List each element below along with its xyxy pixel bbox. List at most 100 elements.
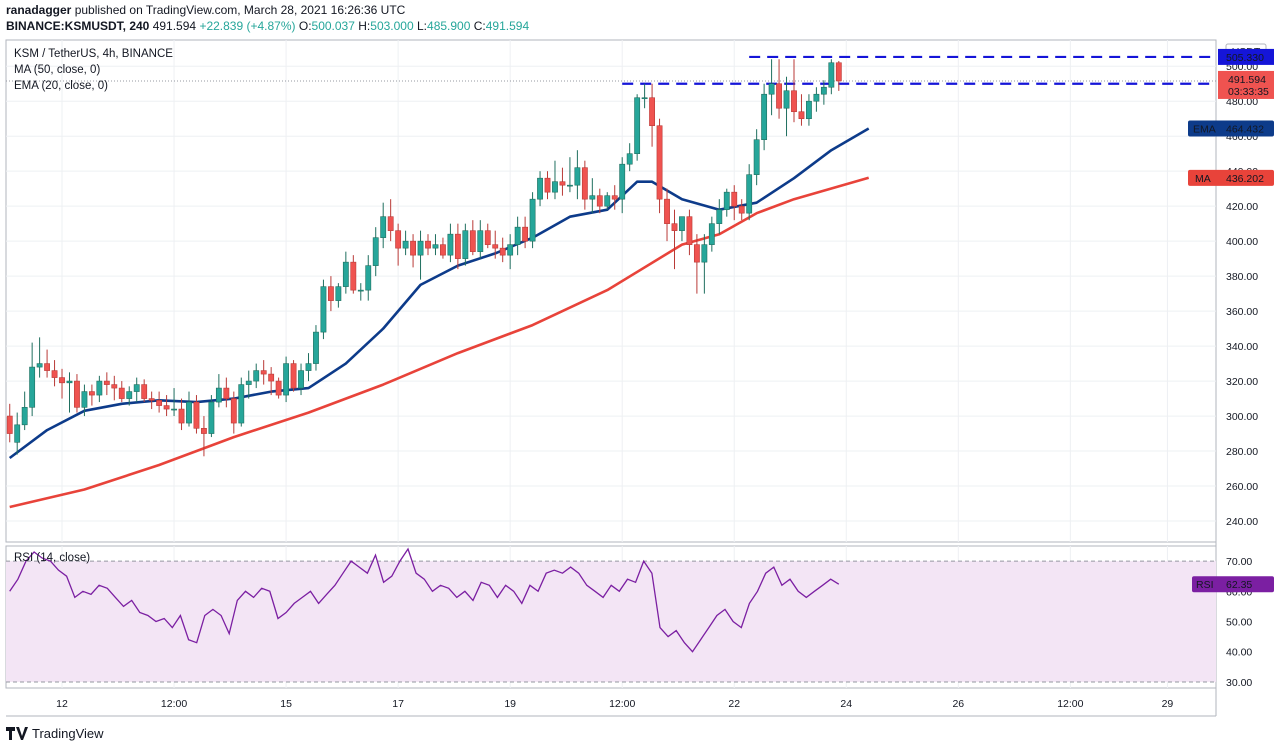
candle[interactable] bbox=[208, 401, 215, 434]
candle[interactable] bbox=[820, 86, 827, 95]
candle[interactable] bbox=[88, 391, 95, 396]
candle[interactable] bbox=[275, 380, 282, 396]
candle[interactable] bbox=[335, 286, 342, 301]
candle[interactable] bbox=[469, 230, 476, 252]
candle[interactable] bbox=[141, 384, 148, 399]
candle[interactable] bbox=[51, 370, 58, 378]
candle[interactable] bbox=[402, 240, 409, 249]
candle[interactable] bbox=[417, 240, 424, 256]
candle[interactable] bbox=[320, 286, 327, 333]
candle[interactable] bbox=[29, 366, 36, 408]
candle[interactable] bbox=[484, 230, 491, 245]
tradingview-logo[interactable]: TradingView bbox=[6, 726, 104, 741]
candle[interactable] bbox=[783, 90, 790, 109]
candle[interactable] bbox=[365, 265, 372, 291]
candle[interactable] bbox=[342, 261, 349, 287]
candle[interactable] bbox=[103, 380, 110, 385]
candle[interactable] bbox=[477, 230, 484, 252]
candle[interactable] bbox=[238, 384, 245, 424]
candle[interactable] bbox=[447, 233, 454, 256]
publisher-name[interactable]: ranadagger bbox=[6, 3, 72, 17]
legend-rsi[interactable]: RSI (14, close) bbox=[14, 552, 91, 564]
candle[interactable] bbox=[44, 363, 50, 371]
candle[interactable] bbox=[671, 223, 678, 231]
candle[interactable] bbox=[649, 97, 655, 127]
candle[interactable] bbox=[156, 400, 163, 406]
candle[interactable] bbox=[81, 391, 88, 408]
candle[interactable] bbox=[193, 401, 200, 429]
candle[interactable] bbox=[693, 244, 700, 263]
candle[interactable] bbox=[723, 191, 730, 210]
candle[interactable] bbox=[492, 244, 499, 249]
candle[interactable] bbox=[372, 237, 379, 266]
candle[interactable] bbox=[14, 424, 21, 443]
candle[interactable] bbox=[201, 428, 207, 434]
rsi-line[interactable] bbox=[9, 547, 840, 653]
ma-line[interactable] bbox=[9, 176, 870, 509]
candle[interactable] bbox=[96, 380, 103, 396]
candle[interactable] bbox=[313, 331, 319, 364]
candle[interactable] bbox=[746, 174, 753, 214]
candle[interactable] bbox=[611, 195, 618, 200]
candle[interactable] bbox=[298, 370, 304, 389]
candle[interactable] bbox=[619, 163, 626, 200]
candle[interactable] bbox=[798, 111, 805, 120]
candle[interactable] bbox=[738, 205, 745, 214]
candle[interactable] bbox=[59, 377, 65, 384]
candle[interactable] bbox=[387, 216, 394, 231]
candle[interactable] bbox=[260, 370, 267, 375]
candle[interactable] bbox=[6, 415, 13, 434]
candle[interactable] bbox=[290, 363, 297, 389]
candle[interactable] bbox=[514, 226, 521, 245]
candle[interactable] bbox=[537, 177, 543, 200]
candle[interactable] bbox=[753, 139, 760, 175]
candle[interactable] bbox=[656, 125, 663, 200]
candle[interactable] bbox=[604, 195, 611, 207]
candle[interactable] bbox=[567, 184, 573, 187]
candle[interactable] bbox=[559, 181, 566, 186]
candle[interactable] bbox=[768, 83, 775, 95]
candle[interactable] bbox=[552, 181, 558, 193]
candle[interactable] bbox=[148, 398, 155, 401]
candle[interactable] bbox=[806, 100, 812, 120]
ema-line[interactable] bbox=[8, 127, 870, 460]
candle[interactable] bbox=[357, 289, 364, 292]
candle[interactable] bbox=[111, 384, 118, 389]
candle[interactable] bbox=[731, 191, 738, 207]
candle[interactable] bbox=[626, 153, 633, 165]
candle[interactable] bbox=[118, 387, 125, 399]
candle[interactable] bbox=[664, 198, 670, 224]
candle[interactable] bbox=[268, 373, 275, 382]
candle[interactable] bbox=[230, 398, 237, 424]
candle[interactable] bbox=[186, 401, 192, 424]
candle[interactable] bbox=[701, 244, 708, 263]
candle[interactable] bbox=[641, 97, 648, 100]
candle[interactable] bbox=[283, 363, 290, 396]
candle[interactable] bbox=[215, 387, 222, 403]
candle[interactable] bbox=[395, 230, 402, 249]
candle[interactable] bbox=[544, 177, 551, 193]
candle[interactable] bbox=[596, 195, 603, 207]
candle[interactable] bbox=[163, 405, 170, 410]
candle[interactable] bbox=[791, 90, 797, 113]
candle[interactable] bbox=[36, 363, 43, 368]
candle[interactable] bbox=[171, 408, 177, 411]
candle[interactable] bbox=[507, 244, 514, 256]
candle[interactable] bbox=[581, 167, 588, 200]
candle[interactable] bbox=[776, 83, 782, 109]
candle[interactable] bbox=[425, 240, 431, 249]
candle[interactable] bbox=[327, 286, 334, 301]
candle[interactable] bbox=[432, 244, 439, 249]
candle[interactable] bbox=[253, 370, 260, 382]
candle[interactable] bbox=[686, 216, 693, 245]
candle[interactable] bbox=[440, 244, 446, 256]
candle[interactable] bbox=[522, 226, 529, 242]
candle[interactable] bbox=[350, 261, 357, 291]
candle[interactable] bbox=[835, 62, 842, 82]
legend-ma[interactable]: MA (50, close, 0) bbox=[14, 64, 101, 76]
candle[interactable] bbox=[761, 93, 768, 141]
candle[interactable] bbox=[813, 93, 820, 102]
candle[interactable] bbox=[223, 387, 230, 399]
candle[interactable] bbox=[828, 62, 835, 88]
